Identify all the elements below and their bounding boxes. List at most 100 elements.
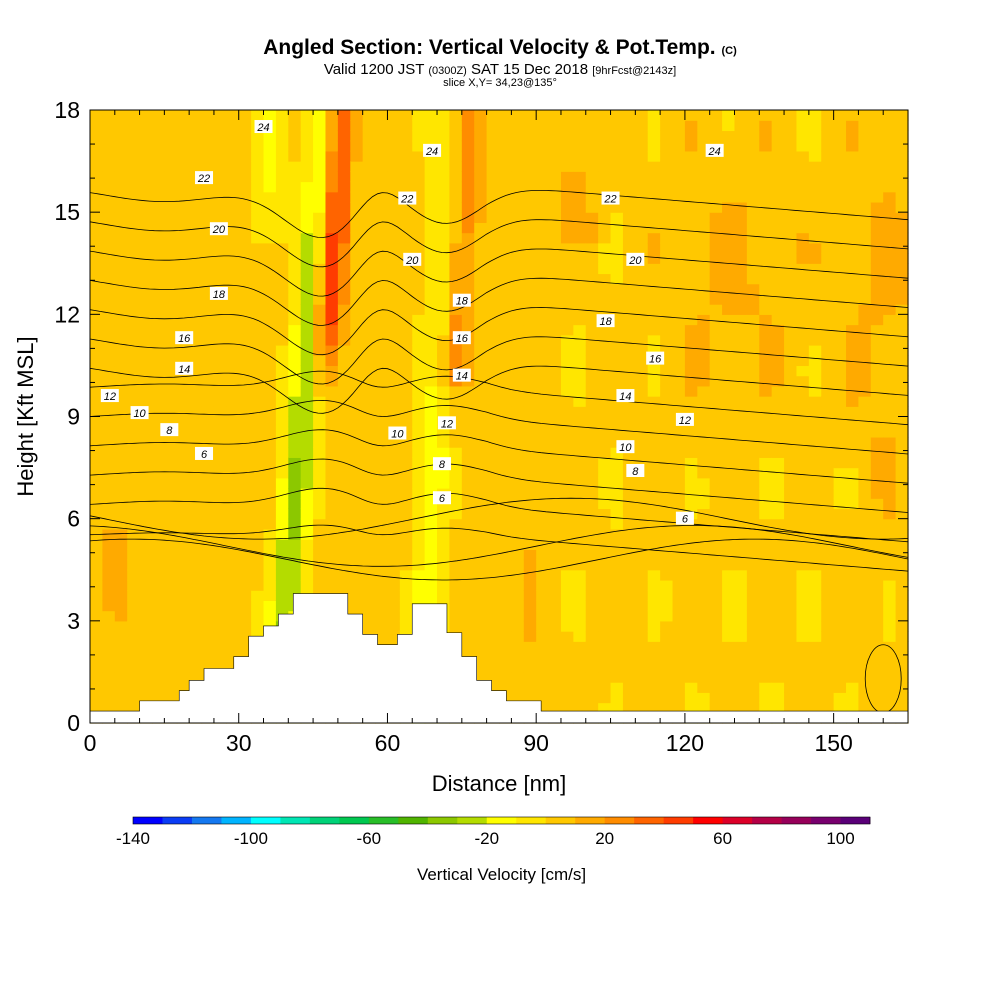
velocity-cell [90,355,103,367]
colorbar-swatch [516,817,547,824]
y-tick-label: 6 [67,506,80,532]
velocity-cell [114,324,128,336]
velocity-cell [238,518,252,530]
velocity-cell [102,263,116,275]
velocity-cell [300,579,314,591]
velocity-cell [895,283,909,295]
velocity-cell [437,467,451,479]
velocity-cell [511,253,525,264]
velocity-cell [573,355,587,367]
velocity-cell [114,355,128,367]
velocity-cell [523,120,537,132]
velocity-cell [387,447,401,458]
velocity-cell [684,263,698,275]
velocity-cell [151,467,165,479]
velocity-cell [251,559,265,571]
velocity-cell [771,406,785,418]
velocity-cell [821,375,835,387]
velocity-cell [585,447,599,458]
velocity-cell [585,528,599,540]
velocity-cell [746,467,760,479]
velocity-cell [387,334,401,346]
velocity-cell [288,253,302,264]
velocity-cell [622,671,636,683]
velocity-cell [139,436,153,448]
velocity-cell [164,324,178,336]
velocity-cell [548,426,562,438]
velocity-cell [722,212,736,223]
velocity-cell [238,416,252,428]
velocity-cell [883,181,897,193]
velocity-cell [300,263,314,275]
velocity-cell [412,406,426,418]
velocity-cell [449,620,463,632]
velocity-cell [201,590,215,601]
velocity-cell [647,559,661,571]
velocity-cell [300,161,314,172]
velocity-cell [709,416,723,428]
velocity-cell [114,263,128,275]
velocity-cell [486,365,500,377]
contour-label: 8 [439,459,446,471]
velocity-cell [486,396,500,407]
velocity-cell [796,528,810,540]
velocity-cell [139,416,153,428]
velocity-cell [189,385,203,397]
velocity-cell [821,344,835,356]
velocity-cell [114,477,128,489]
velocity-cell [548,161,562,172]
velocity-cell [189,344,203,356]
velocity-cell [226,488,240,499]
velocity-cell [734,682,748,693]
velocity-cell [164,181,178,193]
velocity-cell [734,150,748,162]
velocity-cell [325,426,339,438]
velocity-cell [449,140,463,152]
velocity-cell [362,355,376,367]
velocity-cell [573,140,587,152]
velocity-cell [313,273,327,285]
velocity-cell [759,620,773,632]
velocity-cell [709,498,723,510]
velocity-cell [647,416,661,428]
velocity-cell [846,334,860,346]
velocity-cell [474,477,488,489]
velocity-cell [226,579,240,591]
velocity-cell [387,590,401,601]
velocity-cell [102,304,116,315]
forecast-info: [9hrFcst@2143z] [592,65,677,77]
velocity-cell [660,539,674,550]
velocity-cell [337,161,351,172]
velocity-cell [548,181,562,193]
velocity-cell [523,406,537,418]
velocity-cell [622,641,636,653]
velocity-cell [622,549,636,561]
velocity-cell [585,692,599,704]
velocity-cell [672,457,686,469]
velocity-cell [350,304,364,315]
velocity-cell [399,283,413,295]
velocity-cell [610,130,624,142]
velocity-cell [536,590,550,601]
velocity-cell [523,150,537,162]
velocity-cell [647,375,661,387]
velocity-cell [461,610,475,622]
velocity-cell [226,631,240,642]
velocity-cell [734,110,748,121]
velocity-cell [610,110,624,121]
velocity-cell [387,314,401,326]
velocity-cell [499,253,512,264]
velocity-cell [771,702,785,714]
velocity-cell [213,661,227,673]
velocity-cell [734,334,748,346]
velocity-cell [784,426,798,438]
velocity-cell [151,334,165,346]
contour-label-bg [175,361,194,375]
velocity-cell [176,110,190,121]
velocity-cell [560,396,574,407]
velocity-cell [523,620,537,632]
velocity-cell [387,130,401,142]
velocity-cell [610,457,624,469]
velocity-cell [90,610,103,622]
velocity-cell [870,375,884,387]
